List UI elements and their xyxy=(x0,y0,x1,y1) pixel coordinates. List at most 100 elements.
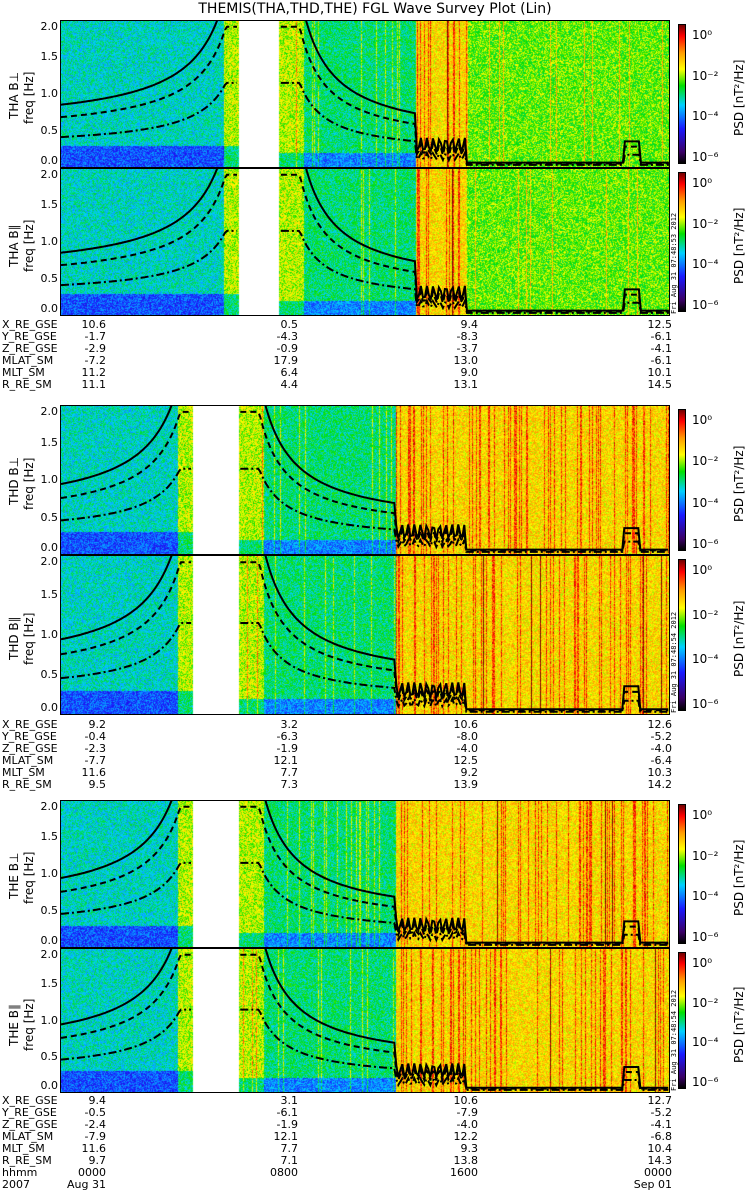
colorbar-tick-label: 10⁻² xyxy=(692,995,719,1010)
colorbar-tick-label: 10⁰ xyxy=(692,563,713,577)
freq-tick-label: 1.5 xyxy=(40,198,59,211)
ephemeris-value: 10.6 xyxy=(453,718,479,731)
panel-label: THE B⊥ xyxy=(7,852,21,899)
ephemeris-value: 12.1 xyxy=(273,754,299,767)
dash-dot-frequency-curve xyxy=(61,467,669,553)
ephemeris-value: -1.9 xyxy=(276,742,298,755)
colorbar-tick-label: 10⁰ xyxy=(692,176,713,190)
colorbar xyxy=(678,952,686,1089)
ephemeris-value: -7.2 xyxy=(84,354,106,367)
spectrogram-image xyxy=(61,169,669,315)
colorbar-tick-label: 10⁻⁴ xyxy=(692,109,719,124)
ephemeris-value: -5.2 xyxy=(650,1106,672,1119)
freq-tick-label: 0.5 xyxy=(40,904,59,917)
ephemeris-value: -1.7 xyxy=(84,330,106,343)
ephemeris-value: -1.9 xyxy=(276,1118,298,1131)
solid-frequency-curve xyxy=(61,406,669,551)
ephemeris-value: 12.1 xyxy=(273,1130,299,1143)
colorbar-tick-label: 10⁻² xyxy=(692,216,719,231)
ephemeris-value: -4.0 xyxy=(456,742,478,755)
colorbar-tick-label: 10⁻⁶ xyxy=(692,930,719,944)
freq-tick-label: 1.0 xyxy=(40,235,59,248)
ephemeris-value: 9.5 xyxy=(88,778,107,791)
ephemeris-value: 13.8 xyxy=(453,1154,479,1167)
ephemeris-value: 12.7 xyxy=(647,1094,673,1107)
freq-tick-label: 1.5 xyxy=(40,588,59,601)
ephemeris-value: -8.0 xyxy=(456,730,478,743)
colorbar-tick-label: 10⁻² xyxy=(692,68,719,83)
spectrogram-panel-tha-para xyxy=(60,168,670,316)
colorbar-tick-label: 10⁻⁴ xyxy=(692,257,719,272)
dashed-frequency-curve xyxy=(61,561,669,712)
freq-tick-label: 0.5 xyxy=(40,668,59,681)
colorbar-tick-label: 10⁻² xyxy=(692,848,719,863)
ephemeris-value: -4.1 xyxy=(650,1118,672,1131)
spectrogram-panel-the-perp xyxy=(60,800,670,948)
ephemeris-row-name: Z_RE_GSE xyxy=(2,742,58,755)
ephemeris-value: 7.7 xyxy=(280,1142,299,1155)
ephemeris-value: -2.9 xyxy=(84,342,106,355)
ephemeris-value: 7.1 xyxy=(280,1154,299,1167)
ephemeris-value: 10.3 xyxy=(647,766,673,779)
ephemeris-row-name: MLT_SM xyxy=(2,1142,45,1155)
ephemeris-value: 0.5 xyxy=(280,318,299,331)
ephemeris-row-name: MLAT_SM xyxy=(2,754,54,767)
ephemeris-value: 14.3 xyxy=(647,1154,673,1167)
colorbar xyxy=(678,24,686,164)
colorbar-tick-label: 10⁻⁴ xyxy=(692,652,719,667)
ephemeris-value: Aug 31 xyxy=(67,1178,106,1191)
spectrogram-image xyxy=(61,556,669,714)
ephemeris-value: -0.9 xyxy=(276,342,298,355)
colorbar-label: PSD [nT²/Hz] xyxy=(732,445,746,522)
freq-tick-label: 1.0 xyxy=(40,473,59,486)
ephemeris-value: -7.7 xyxy=(84,754,106,767)
ephemeris-row-name: Z_RE_GSE xyxy=(2,342,58,355)
ephemeris-value: 6.4 xyxy=(280,366,299,379)
ephemeris-value: 11.6 xyxy=(81,766,107,779)
colorbar-tick-label: 10⁻⁴ xyxy=(692,495,719,510)
colorbar-tick-label: 10⁰ xyxy=(692,413,713,427)
ephemeris-value: 0000 xyxy=(78,1166,106,1179)
colorbar-label: PSD [nT²/Hz] xyxy=(732,986,746,1063)
spectrogram-panel-the-para xyxy=(60,948,670,1093)
colorbar-label: PSD [nT²/Hz] xyxy=(732,207,746,284)
solid-frequency-curve xyxy=(61,556,669,711)
ephemeris-value: -7.9 xyxy=(456,1106,478,1119)
colorbar-tick-label: 10⁻⁶ xyxy=(692,298,719,312)
spectrogram-panel-tha-perp xyxy=(60,20,670,168)
timestamp: Fri Aug 31 07:48:54 2012 xyxy=(670,611,678,713)
freq-tick-label: 1.0 xyxy=(40,1013,59,1027)
ephemeris-value: 10.6 xyxy=(81,318,107,331)
freq-tick-label: 0.0 xyxy=(40,541,59,554)
ephemeris-value: Sep 01 xyxy=(633,1178,672,1191)
freq-tick-label: 0.0 xyxy=(40,154,59,167)
ephemeris-value: 14.2 xyxy=(647,778,673,791)
gyrofrequency-curves xyxy=(61,801,669,946)
colorbar-tick-label: 10⁻⁶ xyxy=(692,150,719,164)
ephemeris-value: -6.1 xyxy=(650,330,672,343)
ephemeris-value: -4.0 xyxy=(456,1118,478,1131)
colorbar-tick-label: 10⁻⁴ xyxy=(692,889,719,904)
ephemeris-value: 9.3 xyxy=(460,1142,479,1155)
ephemeris-value: 12.5 xyxy=(453,754,479,767)
ephemeris-row-name: Y_RE_GSE xyxy=(2,1106,57,1119)
colorbar xyxy=(678,559,686,711)
ephemeris-value: 4.4 xyxy=(280,378,299,391)
freq-tick-label: 0.0 xyxy=(40,302,59,315)
ephemeris-value: 12.2 xyxy=(453,1130,479,1143)
freq-tick-label: 2.0 xyxy=(40,800,59,813)
ephemeris-value: 11.1 xyxy=(81,378,107,391)
ephemeris-value: 17.9 xyxy=(273,354,299,367)
ephemeris-row-name: Z_RE_GSE xyxy=(2,1118,58,1131)
freq-tick-label: 0.0 xyxy=(40,701,59,714)
colorbar-tick-label: 10⁰ xyxy=(692,808,713,822)
ephemeris-value: -5.2 xyxy=(650,730,672,743)
freq-tick-label: 2.0 xyxy=(40,168,59,181)
dashed-frequency-curve xyxy=(61,805,669,945)
freq-tick-label: 2.0 xyxy=(40,405,59,418)
ephemeris-row-name: 2007 xyxy=(2,1178,30,1191)
ephemeris-value: -6.4 xyxy=(650,754,672,767)
ephemeris-value: -4.0 xyxy=(650,742,672,755)
ephemeris-value: -2.4 xyxy=(84,1118,106,1131)
freq-tick-label: 1.5 xyxy=(40,977,59,991)
